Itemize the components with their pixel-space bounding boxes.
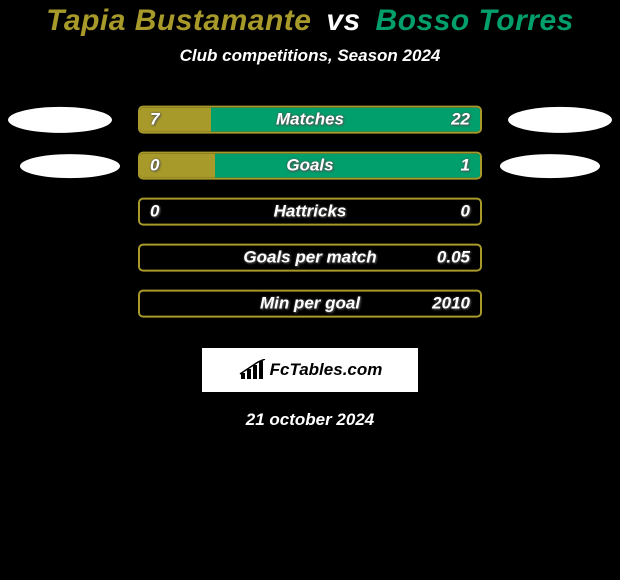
stat-bar: 0.05Goals per match <box>138 244 482 272</box>
stat-bar: 2010Min per goal <box>138 290 482 318</box>
stat-bar: 00Hattricks <box>138 198 482 226</box>
stat-row: 0.05Goals per match <box>0 238 620 284</box>
title-player1: Tapia Bustamante <box>46 4 311 37</box>
stat-row: 00Hattricks <box>0 192 620 238</box>
bar-chart-icon <box>238 359 266 381</box>
page-title: Tapia Bustamante vs Bosso Torres <box>0 0 620 38</box>
title-player2: Bosso Torres <box>376 4 574 37</box>
stat-bar: 722Matches <box>138 106 482 134</box>
stat-label: Min per goal <box>140 292 480 316</box>
team-logo-placeholder-left <box>20 154 120 178</box>
stat-label: Goals <box>140 154 480 178</box>
footer-logo-text: FcTables.com <box>270 360 383 380</box>
subtitle: Club competitions, Season 2024 <box>0 46 620 66</box>
team-logo-placeholder-right <box>500 154 600 178</box>
stat-bar: 01Goals <box>138 152 482 180</box>
footer-logo: FcTables.com <box>202 348 418 392</box>
stat-label: Matches <box>140 108 480 132</box>
stats-rows: 722Matches 01Goals 00Hattricks 0.05Goals pe… <box>0 100 620 330</box>
stat-row: 2010Min per goal <box>0 284 620 330</box>
title-vs: vs <box>326 4 360 37</box>
stat-row: 01Goals <box>0 146 620 192</box>
footer-date: 21 october 2024 <box>0 410 620 430</box>
team-logo-placeholder-right <box>508 107 612 133</box>
stat-row: 722Matches <box>0 100 620 146</box>
stat-label: Goals per match <box>140 246 480 270</box>
stat-label: Hattricks <box>140 200 480 224</box>
team-logo-placeholder-left <box>8 107 112 133</box>
